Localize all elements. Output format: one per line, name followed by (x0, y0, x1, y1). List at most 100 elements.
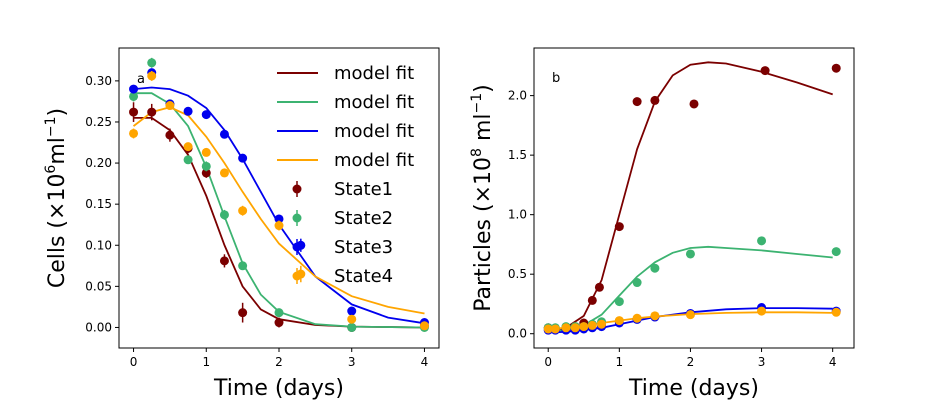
data-point-state4 (632, 313, 642, 323)
x-tick-label: 0 (130, 355, 138, 369)
data-point-state1 (689, 99, 699, 109)
y-tick-label: 1.0 (508, 208, 527, 222)
y-tick-label: 0.15 (85, 197, 112, 211)
data-point-state2 (614, 297, 624, 307)
data-point-state4 (183, 142, 193, 152)
panel-a-y-label-mid: ml (45, 137, 70, 165)
y-tick-label: 0.5 (508, 267, 527, 281)
legend-label-3: model fit (334, 121, 414, 142)
legend-label-4: model fit (334, 150, 414, 171)
y-tick-label: 0.05 (85, 279, 112, 293)
y-tick-label: 0.10 (85, 238, 112, 252)
panel-a-y-axis-label: Cells (×106ml−1) (43, 108, 70, 288)
data-point-state4 (570, 323, 580, 333)
data-point-state4 (347, 314, 357, 324)
y-tick-label: 0.0 (508, 327, 527, 341)
panel-b-y-label-exp2: −1 (469, 93, 485, 114)
data-point-state4 (597, 319, 607, 329)
data-point-state4 (201, 147, 211, 157)
legend-marker-6 (292, 213, 302, 223)
data-point-state1 (594, 282, 604, 292)
legend-marker-5 (292, 184, 302, 194)
data-point-state1 (274, 318, 284, 328)
y-tick-label: 0.20 (85, 156, 112, 170)
x-tick-label: 3 (348, 355, 356, 369)
legend-label-1: model fit (334, 63, 414, 84)
data-point-state1 (219, 256, 229, 266)
data-point-state2 (219, 210, 229, 220)
legend-label-5: State1 (334, 179, 393, 200)
x-tick-label: 0 (544, 355, 552, 369)
data-point-state3 (183, 106, 193, 116)
legend-marker-8 (292, 271, 302, 281)
data-point-state2 (274, 308, 284, 318)
panel-b-y-label-end: ) (471, 84, 496, 93)
panel-b-y-label-start: Particles (×10 (471, 157, 496, 312)
panel-b-marks (543, 61, 841, 335)
data-point-state1 (650, 95, 660, 105)
legend-label-8: State4 (334, 266, 393, 287)
data-point-state4 (129, 128, 139, 138)
data-point-state3 (274, 214, 284, 224)
y-tick-label: 0.25 (85, 115, 112, 129)
data-point-state2 (650, 263, 660, 273)
legend-label-6: State2 (334, 208, 393, 229)
y-tick-label: 1.5 (508, 148, 527, 162)
data-point-state4 (685, 310, 695, 320)
panel-b-y-label-exp1: 8 (469, 148, 485, 157)
data-point-state1 (147, 107, 157, 117)
data-point-state2 (632, 278, 642, 288)
y-tick-label: 2.0 (508, 89, 527, 103)
data-point-state4 (614, 316, 624, 326)
data-point-state3 (201, 110, 211, 120)
data-point-state2 (129, 91, 139, 101)
data-point-state4 (419, 321, 429, 331)
legend-label-2: model fit (334, 92, 414, 113)
panel-a-x-axis-label: Time (days) (213, 376, 344, 400)
data-point-state2 (347, 322, 357, 332)
data-point-state1 (587, 295, 597, 305)
data-point-state2 (757, 236, 767, 246)
panel-b: 0 1 2 3 4 0.0 0.5 1.0 1.5 2.0 b Time (days) Parti… (469, 47, 855, 400)
legend-marker-7 (292, 242, 302, 252)
panel-b-y-label-mid: ml (471, 114, 496, 149)
panel-a-legend: model fit model fit model fit model fit Stat… (277, 63, 414, 287)
fit-line-state1 (548, 61, 833, 333)
data-point-state2 (147, 58, 157, 68)
data-point-state2 (183, 155, 193, 165)
x-tick-label: 4 (421, 355, 429, 369)
panel-a-ticks: 0 1 2 3 4 0.00 0.05 0.10 0.15 0.20 0.25 0.30 (85, 74, 428, 369)
x-tick-label: 4 (829, 355, 837, 369)
data-point-state1 (129, 107, 139, 117)
panel-b-ticks: 0 1 2 3 4 0.0 0.5 1.0 1.5 2.0 (508, 89, 837, 369)
data-point-state3 (347, 306, 357, 316)
data-point-state1 (238, 308, 248, 318)
x-tick-label: 1 (616, 355, 624, 369)
panel-a: 0 1 2 3 4 0.00 0.05 0.10 0.15 0.20 0.25 0.30 a Time… (43, 47, 440, 400)
data-point-state1 (831, 63, 841, 73)
panel-b-label: b (552, 71, 560, 86)
data-point-state1 (632, 97, 642, 107)
data-point-state4 (147, 71, 157, 81)
data-point-state2 (685, 249, 695, 259)
data-point-state4 (831, 307, 841, 317)
y-tick-label: 0.00 (85, 320, 112, 334)
data-point-state3 (129, 84, 139, 94)
panel-b-frame (533, 47, 855, 349)
data-point-state1 (201, 168, 211, 178)
data-point-state4 (274, 221, 284, 231)
data-point-state4 (543, 324, 553, 334)
data-point-state4 (219, 168, 229, 178)
data-point-state1 (165, 130, 175, 140)
data-point-state4 (561, 323, 571, 333)
data-point-state3 (219, 129, 229, 139)
data-point-state4 (587, 320, 597, 330)
data-point-state4 (579, 322, 589, 332)
panel-a-y-label-exp1: 6 (43, 165, 59, 174)
panel-a-label: a (137, 72, 145, 87)
x-tick-label: 1 (202, 355, 210, 369)
x-tick-label: 3 (758, 355, 766, 369)
legend-label-7: State3 (334, 237, 393, 258)
